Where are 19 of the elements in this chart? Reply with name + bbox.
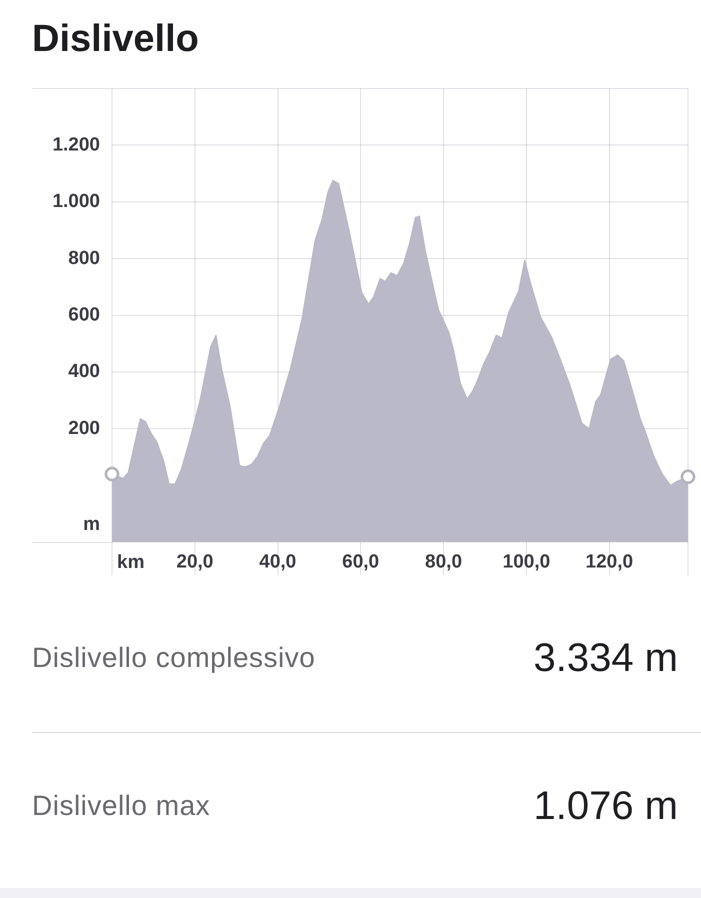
y-tick-label: 200 [68,418,100,439]
x-tick-label: 60,0 [342,552,380,573]
x-tick-label: 80,0 [425,552,462,573]
x-tick-label: 40,0 [259,552,296,573]
x-axis-title: km [117,552,144,574]
y-tick-label: 600 [68,304,100,326]
y-tick-label: 400 [68,361,100,382]
text: 3.334 m [533,635,678,682]
text: Dislivello complessivo [32,641,316,675]
text: 1.076 m [533,783,678,830]
y-axis-title: m [83,514,100,536]
x-tick-label: 120,0 [585,552,634,573]
y-tick-label: 1.200 [52,134,100,156]
x-tick-label: 100,0 [502,552,550,573]
text: Dislivello max [32,789,210,823]
chart-title: Dislivello [32,17,199,61]
y-tick-label: 1.000 [52,191,100,212]
x-tick-label: 20,0 [176,552,214,573]
y-tick-label: 800 [68,248,100,269]
